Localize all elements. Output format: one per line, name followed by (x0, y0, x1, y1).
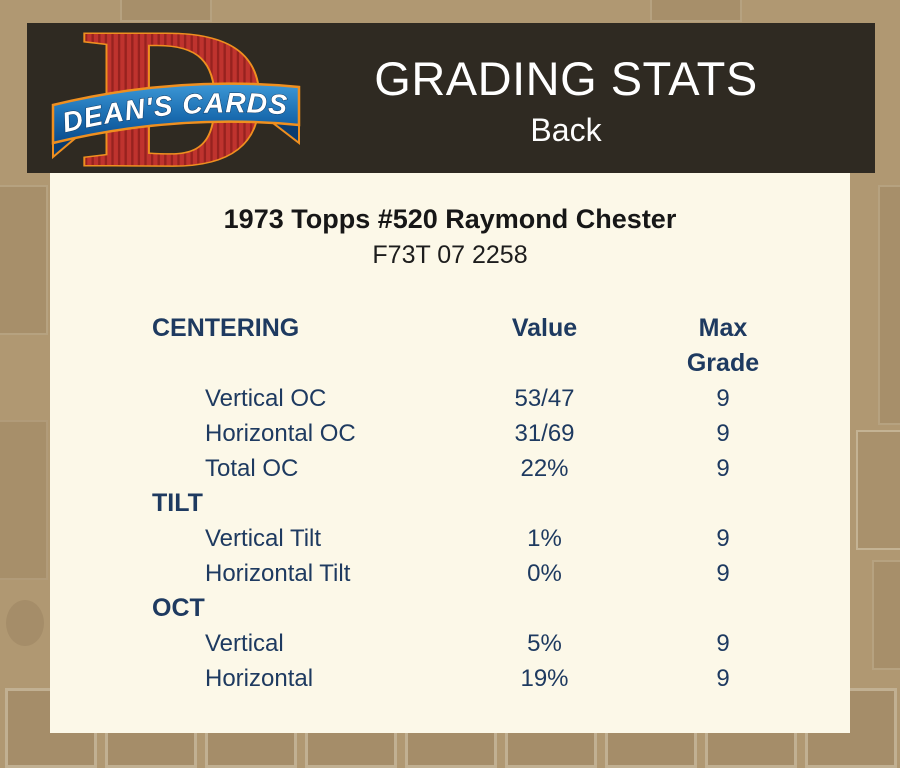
section-header-row-label: TILT (152, 489, 203, 517)
card-code: F73T 07 2258 (372, 241, 528, 269)
section-header-row-value: Value (511, 314, 578, 342)
background-card (0, 420, 48, 580)
stat-row-label: Total OC (205, 455, 299, 482)
stat-row-label: Horizontal Tilt (205, 560, 351, 587)
stat-row: Vertical Tilt 1% 9 (152, 521, 784, 556)
stat-row-label: Vertical OC (205, 385, 327, 412)
background-card (856, 430, 900, 550)
stat-row-label: Vertical Tilt (205, 525, 322, 552)
stat-row-label: Vertical (205, 630, 284, 657)
background-card (6, 600, 44, 646)
card-title: 1973 Topps #520 Raymond Chester (223, 204, 677, 234)
stats-panel: 1973 Topps #520 Raymond Chester F73T 07 … (50, 173, 850, 733)
section-header-row-label: OCT (152, 594, 205, 622)
section-header-row-label: CENTERING (152, 314, 300, 342)
background-card (650, 0, 742, 22)
stat-row-value: 19% (520, 665, 569, 692)
section-header-row-value (427, 591, 662, 626)
stat-row-grade: 9 (716, 385, 730, 412)
stat-row-value: 0% (527, 560, 562, 587)
section-header-row: CENTERING Value Max Grade (152, 311, 784, 381)
stat-row-grade: 9 (716, 630, 730, 657)
stat-row-grade: 9 (716, 665, 730, 692)
stat-row: Horizontal OC 31/69 9 (152, 416, 784, 451)
section-header-row-value (427, 486, 662, 521)
stat-row-label: Horizontal (205, 665, 314, 692)
background-card (0, 185, 48, 335)
stat-row-grade: 9 (716, 420, 730, 447)
stat-row-value: 22% (520, 455, 569, 482)
stat-row: Total OC 22% 9 (152, 451, 784, 486)
background-card (872, 560, 900, 670)
stat-row-label: Horizontal OC (205, 420, 356, 447)
page-title: GRADING STATS (374, 52, 758, 105)
section-header-row-grade: Max Grade (686, 314, 760, 377)
background-card (120, 0, 212, 22)
stat-row: Vertical 5% 9 (152, 626, 784, 661)
section-header-row-grade (662, 591, 784, 626)
stat-row: Horizontal Tilt 0% 9 (152, 556, 784, 591)
section-header-row: OCT (152, 591, 784, 626)
stat-row-grade: 9 (716, 455, 730, 482)
stat-row-grade: 9 (716, 525, 730, 552)
section-header-row: TILT (152, 486, 784, 521)
stats-table: CENTERING Value Max Grade Vertical OC 53/47 9… (152, 311, 784, 696)
background-card (878, 185, 900, 425)
stat-row-value: 53/47 (514, 385, 575, 412)
page-subtitle: Back (530, 112, 602, 148)
stat-row: Horizontal 19% 9 (152, 661, 784, 696)
section-header-row-grade (662, 486, 784, 521)
stat-row-value: 31/69 (514, 420, 575, 447)
stat-row-value: 1% (527, 525, 562, 552)
deans-cards-logo: D DEAN'S CARDS (51, 29, 301, 171)
header-bar: D DEAN'S CARDS GRADING STATS Back (27, 23, 875, 173)
stat-row-value: 5% (527, 630, 562, 657)
stat-row: Vertical OC 53/47 9 (152, 381, 784, 416)
stat-row-grade: 9 (716, 560, 730, 587)
